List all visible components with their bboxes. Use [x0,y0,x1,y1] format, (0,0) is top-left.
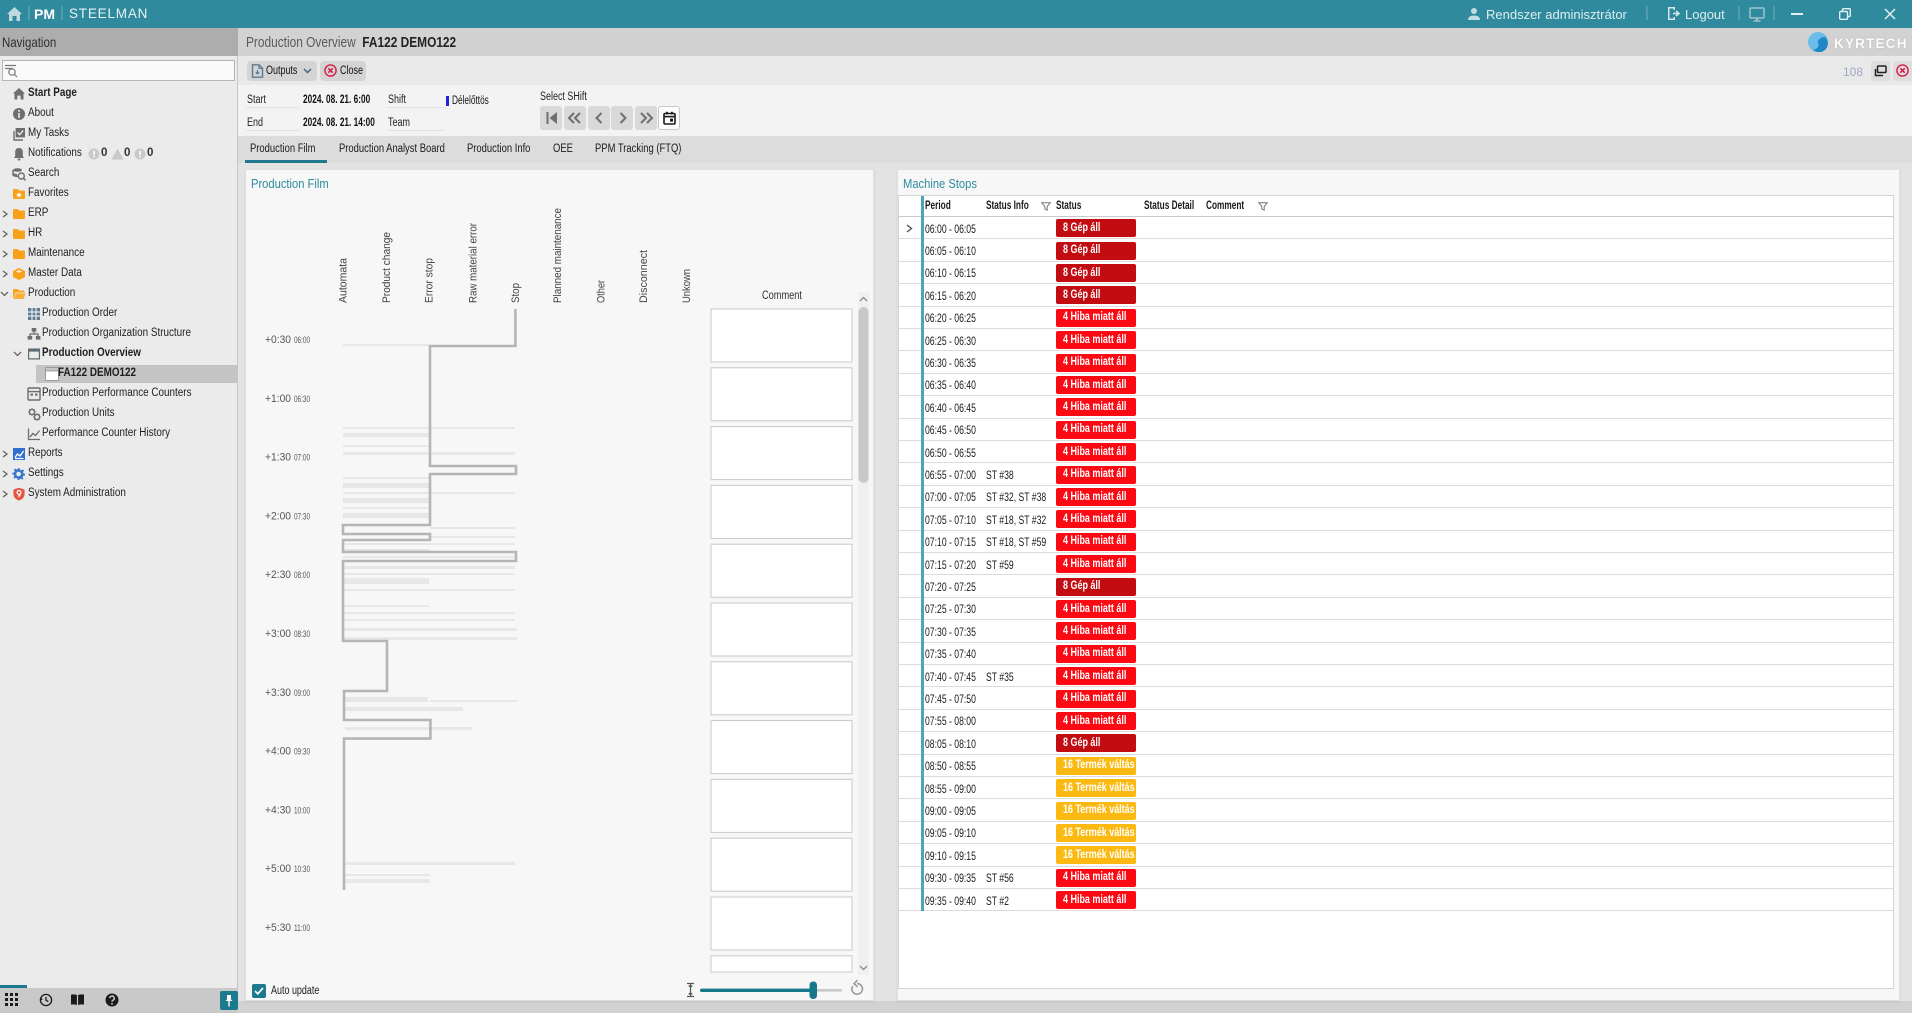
svg-text:Planned maintenance: Planned maintenance [552,208,564,303]
svg-text:07:30: 07:30 [294,511,310,521]
svg-text:Other: Other [596,280,608,303]
svg-text:+3:00: +3:00 [265,628,291,640]
svg-text:Error stop: Error stop [423,258,435,303]
svg-text:Unkown: Unkown [681,269,693,303]
svg-text:+1:30: +1:30 [265,452,291,464]
svg-text:06:00: 06:00 [294,335,310,345]
svg-text:09:30: 09:30 [294,747,310,757]
svg-text:11:00: 11:00 [294,923,310,933]
svg-text:Automata: Automata [338,257,350,303]
svg-text:+5:00: +5:00 [265,863,291,875]
svg-text:+2:00: +2:00 [265,510,291,522]
svg-text:Product change: Product change [381,232,393,303]
svg-text:+4:30: +4:30 [265,804,291,816]
svg-text:08:30: 08:30 [294,629,310,639]
svg-text:+1:00: +1:00 [265,393,291,405]
svg-text:+2:30: +2:30 [265,569,291,581]
svg-text:06:30: 06:30 [294,394,310,404]
svg-text:+4:00: +4:00 [265,746,291,758]
svg-text:+3:30: +3:30 [265,687,291,699]
svg-text:Disconnect: Disconnect [638,250,650,303]
svg-text:Comment: Comment [762,288,803,302]
svg-text:+0:30: +0:30 [265,334,291,346]
svg-text:08:00: 08:00 [294,570,310,580]
svg-text:09:00: 09:00 [294,688,310,698]
svg-text:Raw material error: Raw material error [468,223,480,303]
svg-text:Stop: Stop [510,283,522,303]
svg-text:10:00: 10:00 [294,805,310,815]
svg-text:07:00: 07:00 [294,453,310,463]
svg-text:10:30: 10:30 [294,864,310,874]
svg-text:+5:30: +5:30 [265,922,291,934]
